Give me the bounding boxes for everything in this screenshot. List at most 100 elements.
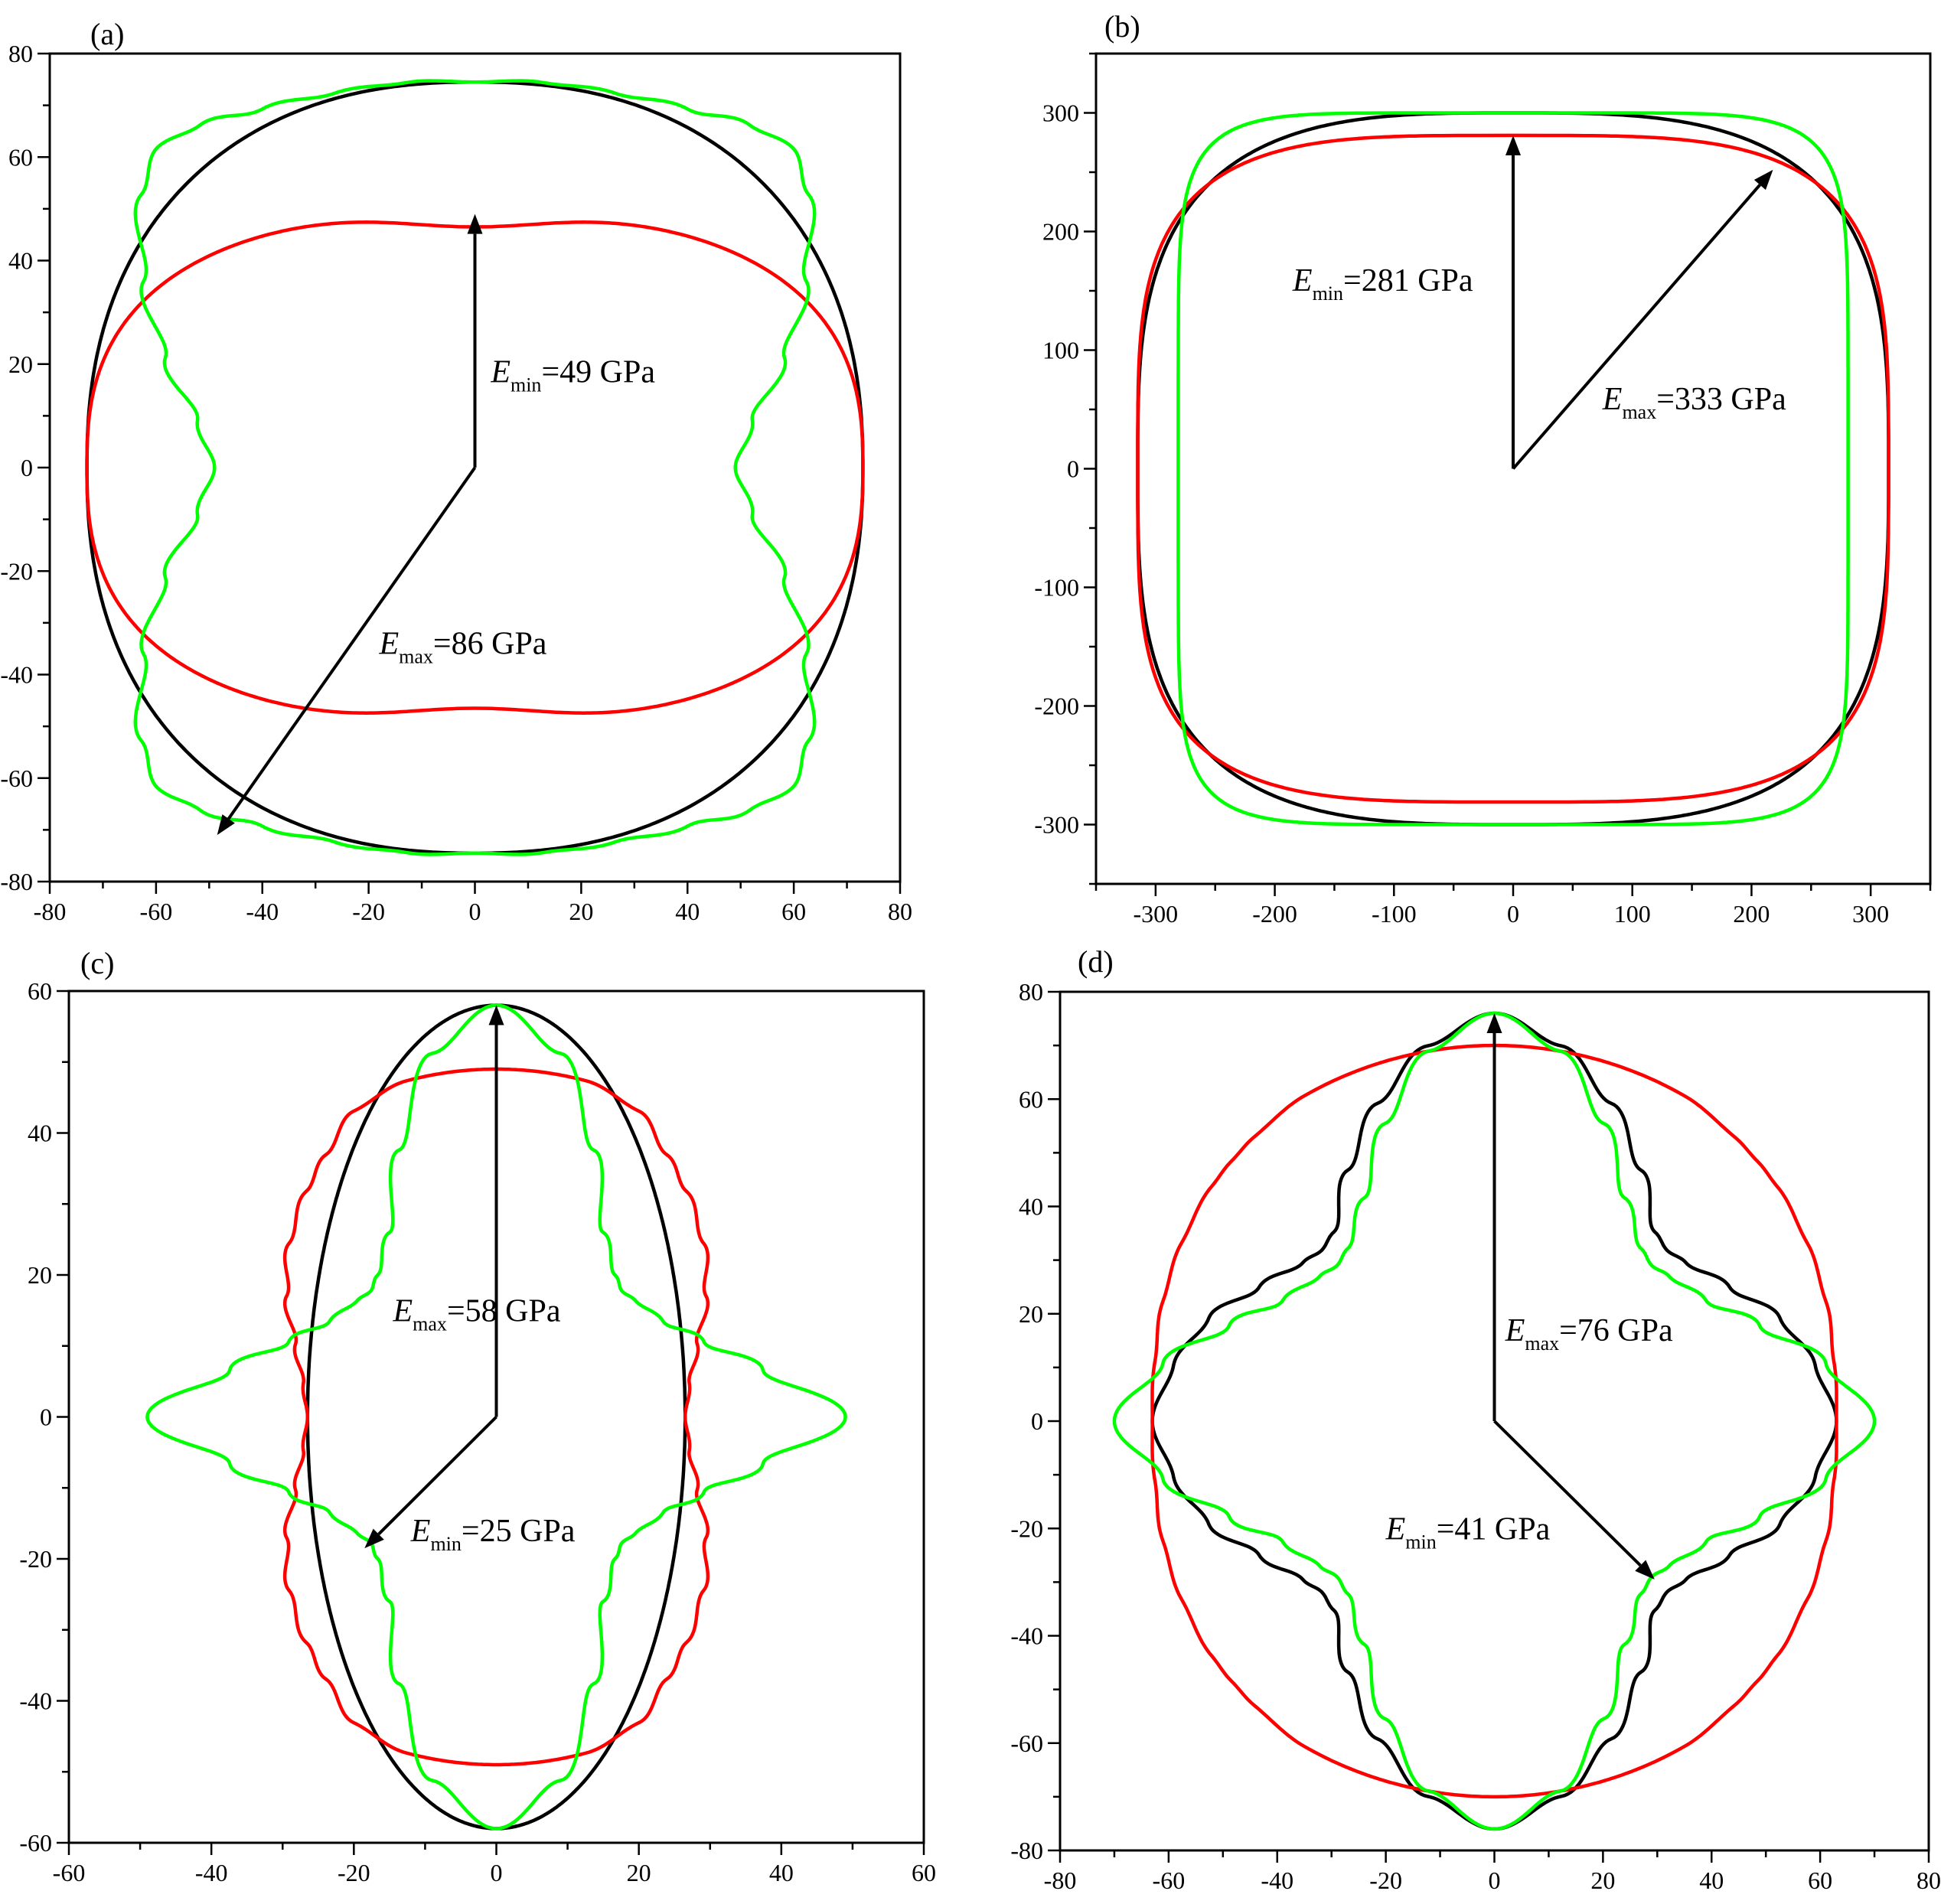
modulus-annotation: Emin=281 GPa	[1292, 263, 1473, 305]
y-tick-label: -80	[1010, 1837, 1043, 1864]
y-tick-label: 60	[1019, 1085, 1043, 1113]
panel-b: -300 -200 -100 0 100 200 300 -300 -200 -100 0 100 20…	[1034, 9, 1932, 928]
series-green-curve	[133, 79, 817, 856]
arrow-head	[364, 1528, 384, 1549]
modulus-annotation: Emax=333 GPa	[1602, 382, 1786, 423]
modulus-annotation: Emin=41 GPa	[1385, 1511, 1551, 1553]
series-red-curve	[85, 220, 865, 715]
series-green-curve	[1112, 1011, 1877, 1831]
x-tick-label: -40	[195, 1859, 228, 1886]
modulus-annotation: Emax=76 GPa	[1505, 1313, 1673, 1355]
x-tick-label: 200	[1733, 900, 1770, 928]
y-tick-label: 60	[28, 977, 52, 1005]
modulus-annotation: Emax=86 GPa	[379, 626, 547, 667]
series-green-curve	[145, 1003, 847, 1831]
x-tick-label: -40	[1261, 1867, 1293, 1894]
annotation-subscript: min	[1313, 282, 1343, 305]
annotation-value: =76 GPa	[1559, 1313, 1673, 1348]
arrow-shaft	[377, 1416, 497, 1536]
annotation-symbol: E	[1292, 263, 1313, 298]
x-tick-label: 40	[769, 1859, 794, 1886]
x-tick-label: 60	[1808, 1867, 1832, 1894]
x-tick-label: -60	[140, 898, 173, 925]
panel-label: (a)	[90, 17, 124, 51]
x-tick-label: 0	[491, 1859, 503, 1886]
annotation-symbol: E	[393, 1293, 413, 1329]
modulus-annotation: Emax=58 GPa	[393, 1293, 561, 1335]
arrow-head	[488, 1005, 504, 1025]
x-tick-label: 20	[569, 898, 593, 925]
annotation-subscript: max	[1525, 1332, 1559, 1355]
panel-label: (c)	[80, 946, 114, 980]
x-tick-label: -40	[246, 898, 279, 925]
annotation-symbol: E	[1602, 382, 1623, 417]
y-tick-label: -200	[1034, 693, 1079, 720]
arrow-head	[1505, 135, 1521, 155]
x-tick-label: 0	[1489, 1867, 1501, 1894]
annotation-value: =58 GPa	[447, 1293, 561, 1329]
annotation-symbol: E	[1385, 1511, 1406, 1547]
annotation-subscript: max	[413, 1312, 447, 1335]
arrow-shaft	[227, 466, 477, 820]
arrow-head	[467, 214, 483, 234]
x-tick-label: 0	[1507, 900, 1519, 928]
y-tick-label: 80	[8, 40, 33, 67]
annotation-value: =49 GPa	[541, 354, 655, 390]
y-tick-label: 40	[8, 247, 33, 275]
y-tick-label: 0	[1031, 1407, 1043, 1435]
annotation-subscript: max	[399, 645, 433, 667]
panel-a: -80 -60 -40 -20 0 20 40 60 80 -80 -60 -40 -20 0 20 40 60…	[0, 17, 912, 925]
arrow-shaft	[1512, 184, 1761, 470]
y-tick-label: -300	[1034, 811, 1079, 839]
modulus-annotation: Emin=49 GPa	[490, 354, 655, 396]
annotation-value: =25 GPa	[462, 1514, 576, 1549]
x-tick-label: -200	[1252, 900, 1297, 928]
y-tick-label: 100	[1042, 337, 1079, 364]
x-tick-label: 0	[469, 898, 481, 925]
y-tick-label: 200	[1042, 218, 1079, 246]
y-tick-label: -60	[0, 765, 33, 792]
y-tick-label: -40	[1010, 1622, 1043, 1650]
panel-label: (d)	[1078, 944, 1114, 979]
y-tick-label: 20	[28, 1261, 52, 1289]
y-tick-label: -80	[0, 868, 33, 895]
x-tick-label: -300	[1134, 900, 1179, 928]
x-tick-label: 40	[1699, 1867, 1724, 1894]
x-tick-label: 60	[912, 1859, 936, 1886]
y-tick-label: -40	[19, 1687, 52, 1715]
panel-c: -60 -40 -20 0 20 40 60-60-40-200204060(c)Emax=…	[19, 946, 936, 1886]
series-red-curve	[1136, 133, 1890, 804]
y-tick-label: -100	[1034, 574, 1079, 602]
y-tick-label: 20	[1019, 1300, 1043, 1328]
series-green-curve	[1176, 111, 1850, 826]
x-tick-label: 80	[1916, 1867, 1941, 1894]
annotation-subscript: max	[1622, 401, 1656, 423]
arrow-head	[1753, 169, 1773, 191]
x-tick-label: -20	[352, 898, 385, 925]
y-tick-label: -20	[1010, 1514, 1043, 1542]
x-tick-label: -60	[53, 1859, 86, 1886]
y-tick-label: 0	[1067, 455, 1079, 483]
annotation-subscript: min	[430, 1533, 461, 1555]
annotation-symbol: E	[410, 1514, 431, 1549]
y-tick-label: 300	[1042, 99, 1079, 127]
x-tick-label: 40	[675, 898, 700, 925]
arrow-head	[217, 814, 235, 836]
arrow-head	[1486, 1013, 1502, 1034]
y-tick-label: 0	[40, 1404, 52, 1431]
x-tick-label: 20	[1590, 1867, 1615, 1894]
annotation-value: =41 GPa	[1437, 1511, 1551, 1547]
panel-d: -80 -60 -40 -20 0 20 40 60 80 -80 -60 -40 -20 0 20 40 60…	[1010, 944, 1941, 1894]
y-tick-label: 80	[1019, 978, 1043, 1006]
y-tick-label: 40	[1019, 1193, 1043, 1221]
panel-label: (b)	[1104, 9, 1140, 44]
x-tick-label: -80	[34, 898, 67, 925]
annotation-value: =281 GPa	[1343, 263, 1473, 298]
arrow-head	[1635, 1560, 1655, 1580]
y-tick-label: -20	[19, 1545, 52, 1573]
y-tick-label: 20	[8, 350, 33, 378]
y-tick-label: -40	[0, 661, 33, 689]
x-tick-label: 100	[1614, 900, 1651, 928]
x-tick-label: 60	[781, 898, 806, 925]
